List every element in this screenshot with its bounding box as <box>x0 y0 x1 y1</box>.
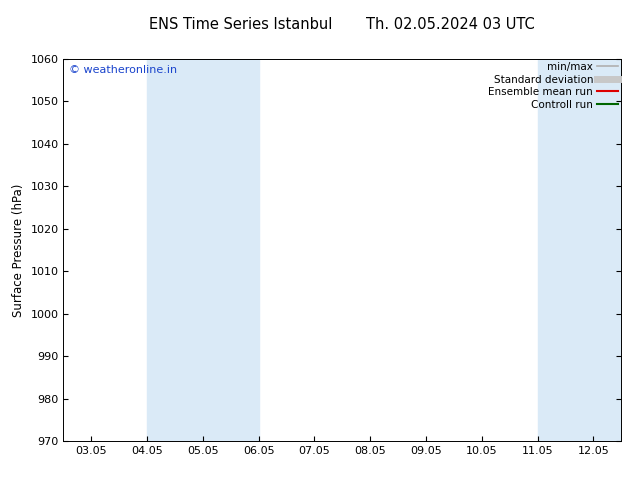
Text: Th. 02.05.2024 03 UTC: Th. 02.05.2024 03 UTC <box>366 17 534 32</box>
Bar <box>147 59 259 441</box>
Text: ENS Time Series Istanbul: ENS Time Series Istanbul <box>149 17 333 32</box>
Bar <box>538 59 621 441</box>
Y-axis label: Surface Pressure (hPa): Surface Pressure (hPa) <box>12 183 25 317</box>
Text: © weatheronline.in: © weatheronline.in <box>69 65 177 74</box>
Legend: min/max, Standard deviation, Ensemble mean run, Controll run: min/max, Standard deviation, Ensemble me… <box>488 62 618 110</box>
